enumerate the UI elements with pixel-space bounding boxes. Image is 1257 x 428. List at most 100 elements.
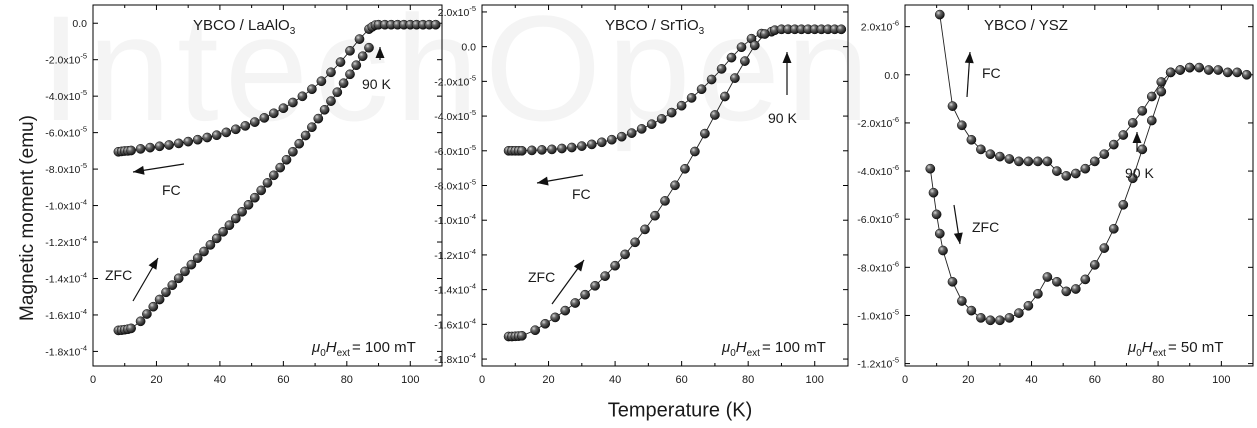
data-point-fc [1241, 69, 1252, 80]
data-point-fc [278, 103, 289, 114]
data-point-zfc [1118, 199, 1129, 210]
data-point-fc [183, 136, 194, 147]
data-point-fc [126, 145, 136, 156]
data-point-fc [326, 67, 336, 78]
data-point-zfc [680, 163, 690, 174]
zfc-label: ZFC [105, 267, 132, 283]
data-point-zfc [1099, 243, 1110, 253]
x-tick-label: 60 [676, 374, 688, 386]
data-point-fc [1023, 156, 1034, 167]
data-point-fc [259, 113, 270, 123]
data-point-fc [736, 42, 747, 53]
data-point-zfc [1061, 286, 1072, 297]
y-tick-label: -1.2x10-4 [45, 234, 87, 249]
data-point-zfc [1004, 313, 1015, 323]
data-point-zfc [957, 296, 967, 306]
data-point-fc [646, 119, 657, 130]
data-point-zfc [966, 305, 977, 316]
y-tick-label: -1.0x10-4 [45, 198, 87, 213]
data-point-zfc [690, 146, 700, 157]
data-point-zfc [590, 280, 600, 291]
y-tick-label: -1.2x10-4 [434, 247, 476, 262]
data-point-zfc [1070, 284, 1081, 294]
y-tick-label: -1.6x10-4 [434, 316, 476, 331]
data-point-fc [566, 142, 577, 153]
data-point-zfc [1023, 300, 1034, 311]
data-point-zfc [1137, 144, 1148, 155]
zfc-label: ZFC [528, 269, 555, 285]
zfc-arrow [551, 259, 585, 305]
data-point-zfc [167, 280, 178, 291]
zfc-label: ZFC [972, 219, 999, 235]
series-zfc [925, 62, 1195, 326]
data-point-fc [1070, 168, 1081, 179]
data-point-fc [1004, 154, 1015, 164]
data-point-zfc [710, 110, 720, 120]
data-point-zfc [230, 213, 241, 224]
data-point-zfc [319, 104, 330, 115]
x-tick-label: 40 [214, 374, 226, 386]
data-point-fc [616, 131, 627, 142]
data-point-zfc [550, 312, 561, 323]
fc-arrow [964, 51, 974, 98]
data-point-fc [995, 151, 1005, 162]
data-point-fc [1108, 139, 1119, 150]
data-point-fc [706, 74, 717, 85]
data-point-fc [240, 121, 251, 131]
data-point-zfc [925, 163, 936, 174]
data-point-fc [836, 24, 847, 35]
tc-arrow [1132, 132, 1142, 152]
panel-title: YBCO / YSZ [984, 17, 1068, 34]
data-point-fc [934, 9, 945, 20]
data-point-fc [202, 132, 213, 143]
data-point-zfc [345, 69, 355, 80]
data-point-fc [517, 145, 527, 156]
fc-label: FC [162, 182, 181, 198]
data-point-zfc [332, 87, 343, 98]
data-point-zfc [1042, 272, 1053, 282]
y-tick-label: -6.0x10-5 [45, 125, 87, 140]
data-point-zfc [650, 210, 660, 221]
data-point-zfc [517, 330, 527, 341]
data-point-zfc [1033, 288, 1043, 299]
data-point-zfc [249, 192, 260, 203]
plot-frame [481, 4, 849, 367]
data-point-fc [230, 124, 241, 135]
y-tick-label: -1.0x10-4 [434, 212, 476, 227]
data-point-fc [1232, 67, 1243, 78]
data-point-zfc [1080, 274, 1091, 285]
data-point-zfc [357, 51, 368, 62]
data-point-zfc [211, 233, 222, 244]
data-point-fc [626, 128, 637, 138]
data-point-fc [1089, 156, 1100, 167]
y-tick-label: 0.0 [884, 70, 899, 82]
data-point-zfc [256, 185, 267, 196]
data-point-fc [547, 144, 557, 155]
data-point-fc [316, 76, 327, 87]
y-tick-label: 0.0 [461, 42, 476, 54]
data-point-zfc [1127, 173, 1138, 184]
data-point-fc [606, 134, 617, 145]
field-label: μ0Hext = 100 mT [721, 339, 826, 359]
data-point-zfc [218, 226, 228, 237]
data-point-zfc [540, 318, 551, 329]
series-zfc [503, 29, 770, 342]
data-point-zfc [1014, 308, 1024, 318]
data-point-fc [696, 84, 707, 95]
data-point-fc [976, 144, 986, 155]
y-tick-label: -2.0x10-5 [45, 52, 87, 67]
data-point-fc [1137, 106, 1148, 116]
panel-title: YBCO / SrTiO3 [605, 17, 705, 37]
y-tick-label: 0.0 [72, 18, 87, 30]
y-tick-label: 2.0x10-5 [438, 4, 476, 19]
x-tick-label: 40 [1025, 374, 1037, 386]
data-point-fc [666, 107, 677, 118]
x-tick-label: 100 [401, 374, 419, 386]
fc-arrow [536, 174, 584, 186]
data-point-zfc [154, 294, 165, 305]
data-point-fc [135, 144, 146, 154]
data-point-zfc [976, 313, 986, 323]
data-point-fc [345, 45, 355, 56]
data-point-zfc [670, 180, 680, 191]
